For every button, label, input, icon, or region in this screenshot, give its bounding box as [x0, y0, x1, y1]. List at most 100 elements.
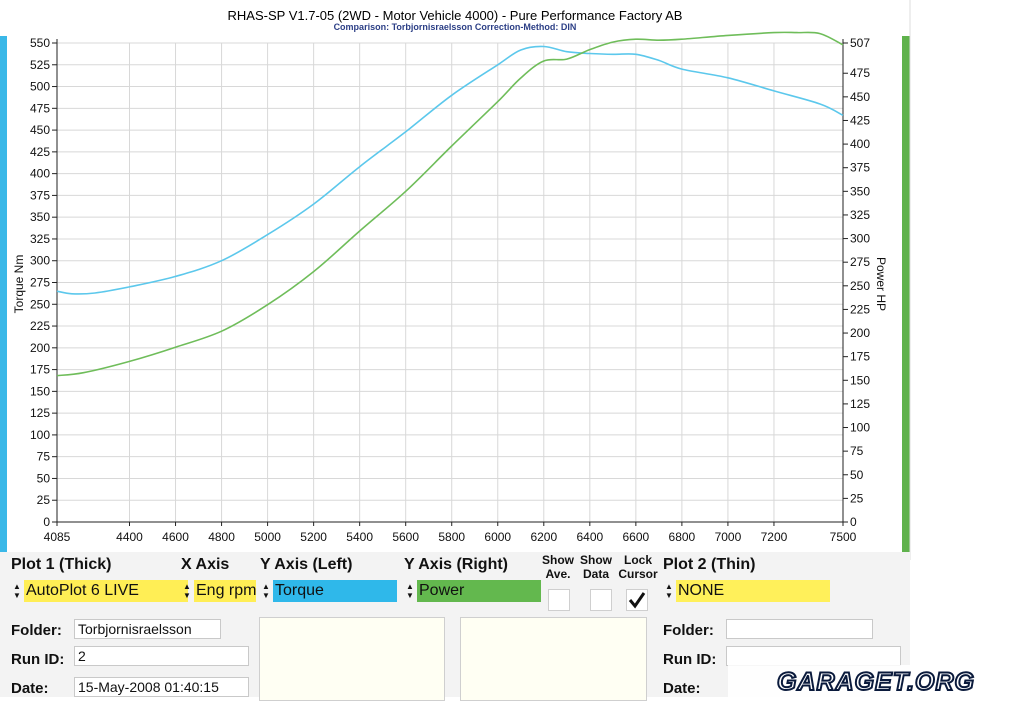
torque-series-line: [56, 45, 844, 295]
right-tick-label: 150: [850, 373, 870, 387]
right-tick-label: 225: [850, 302, 870, 316]
plot2-select[interactable]: ▲ ▼ NONE: [663, 580, 830, 602]
up-down-arrows-icon[interactable]: ▲ ▼: [13, 582, 21, 600]
run2-notes-panel: [460, 617, 647, 701]
right-tick-label: 350: [850, 184, 870, 198]
yaxis-right-select[interactable]: ▲ ▼ Power: [404, 580, 541, 602]
right-tick-label: 0: [850, 515, 857, 529]
y-axis-left-label: Torque Nm: [12, 255, 26, 314]
run1-runid-field[interactable]: 2: [74, 646, 249, 666]
show-ave-label: Show Ave.: [542, 553, 574, 581]
run2-folder-label: Folder:: [663, 622, 714, 639]
plot1-value: AutoPlot 6 LIVE: [24, 580, 188, 602]
left-tick-label: 225: [30, 319, 50, 333]
watermark-text: GARAGET.ORG: [777, 668, 975, 696]
x-tick-label: 4400: [116, 530, 143, 544]
left-tick-label: 25: [37, 493, 51, 507]
yaxis-left-select[interactable]: ▲ ▼ Torque: [260, 580, 397, 602]
x-tick-label: 7500: [830, 530, 857, 544]
run2-folder-field[interactable]: [726, 619, 873, 639]
right-tick-label: 300: [850, 232, 870, 246]
x-tick-label: 5000: [254, 530, 281, 544]
right-axis-bar: [902, 36, 910, 552]
app-subtitle: Comparison: Torbjornisraelsson Correctio…: [333, 22, 577, 32]
left-axis-bar: [0, 36, 7, 552]
yaxis-left-label: Y Axis (Left): [260, 556, 353, 573]
run1-folder-label: Folder:: [11, 622, 62, 639]
series-lines: [56, 31, 844, 377]
run2-runid-label: Run ID:: [663, 651, 717, 668]
run1-notes-panel: [259, 617, 445, 701]
x-tick-label: 4800: [208, 530, 235, 544]
x-tick-label: 7000: [715, 530, 742, 544]
up-down-arrows-icon[interactable]: ▲ ▼: [183, 582, 191, 600]
x-tick-label: 6800: [669, 530, 696, 544]
right-tick-label: 250: [850, 279, 870, 293]
left-tick-label: 250: [30, 297, 50, 311]
left-tick-label: 550: [30, 36, 50, 50]
show-data-label: Show Data: [580, 553, 612, 581]
left-tick-label: 325: [30, 232, 50, 246]
grid-lines: [56, 42, 844, 523]
x-tick-label: 6000: [484, 530, 511, 544]
plot1-select[interactable]: ▲ ▼ AutoPlot 6 LIVE: [11, 580, 188, 602]
right-tick-label: 25: [850, 491, 864, 505]
left-tick-label: 200: [30, 341, 50, 355]
app-title: RHAS-SP V1.7-05 (2WD - Motor Vehicle 400…: [227, 8, 683, 23]
left-tick-label: 275: [30, 276, 50, 290]
up-down-arrows-icon[interactable]: ▲ ▼: [665, 582, 673, 600]
dyno-chart[interactable]: 5505255004754504254003753503253002752502…: [0, 0, 1024, 560]
yaxis-left-value: Torque: [273, 580, 397, 602]
run1-date-field[interactable]: 15-May-2008 01:40:15: [74, 677, 249, 697]
tick-labels: 5505255004754504254003753503253002752502…: [30, 36, 870, 544]
plot2-value: NONE: [676, 580, 830, 602]
right-tick-label: 475: [850, 66, 870, 80]
right-tick-label: 375: [850, 161, 870, 175]
plot1-label: Plot 1 (Thick): [11, 556, 112, 573]
xaxis-select[interactable]: ▲ ▼ Eng rpm: [181, 580, 256, 602]
run2-runid-field[interactable]: [726, 646, 901, 666]
show-data-checkbox[interactable]: [590, 589, 612, 611]
right-tick-label: 200: [850, 326, 870, 340]
up-down-arrows-icon[interactable]: ▲ ▼: [262, 582, 270, 600]
x-tick-label: 7200: [761, 530, 788, 544]
left-tick-label: 500: [30, 80, 50, 94]
show-ave-checkbox[interactable]: [548, 589, 570, 611]
run1-date-label: Date:: [11, 680, 49, 697]
left-tick-label: 75: [37, 450, 51, 464]
left-tick-label: 475: [30, 101, 50, 115]
lock-cursor-label: Lock Cursor: [618, 553, 658, 581]
garaget-watermark: GARAGET.ORG: [728, 665, 1024, 697]
right-tick-label: 450: [850, 90, 870, 104]
x-tick-label: 4085: [44, 530, 71, 544]
left-tick-label: 125: [30, 406, 50, 420]
right-tick-label: 100: [850, 421, 870, 435]
right-tick-label: 325: [850, 208, 870, 222]
run1-folder-field[interactable]: Torbjornisraelsson: [74, 619, 221, 639]
left-tick-label: 50: [37, 471, 51, 485]
right-tick-label: 507: [850, 36, 870, 50]
x-tick-label: 4600: [162, 530, 189, 544]
x-tick-label: 6600: [623, 530, 650, 544]
right-tick-label: 425: [850, 113, 870, 127]
yaxis-right-label: Y Axis (Right): [404, 556, 509, 573]
left-tick-label: 150: [30, 384, 50, 398]
right-tick-label: 50: [850, 468, 864, 482]
power-series-line: [56, 31, 844, 377]
left-tick-label: 175: [30, 363, 50, 377]
left-tick-label: 425: [30, 145, 50, 159]
axes: [52, 39, 848, 526]
left-tick-label: 400: [30, 167, 50, 181]
xaxis-value: Eng rpm: [194, 580, 256, 602]
right-tick-label: 175: [850, 350, 870, 364]
left-tick-label: 525: [30, 58, 50, 72]
right-tick-label: 75: [850, 444, 864, 458]
lock-cursor-checkbox[interactable]: [626, 589, 648, 611]
up-down-arrows-icon[interactable]: ▲ ▼: [406, 582, 414, 600]
x-tick-label: 6200: [530, 530, 557, 544]
right-tick-label: 125: [850, 397, 870, 411]
right-tick-label: 400: [850, 137, 870, 151]
run2-date-label: Date:: [663, 680, 701, 697]
yaxis-right-value: Power: [417, 580, 541, 602]
